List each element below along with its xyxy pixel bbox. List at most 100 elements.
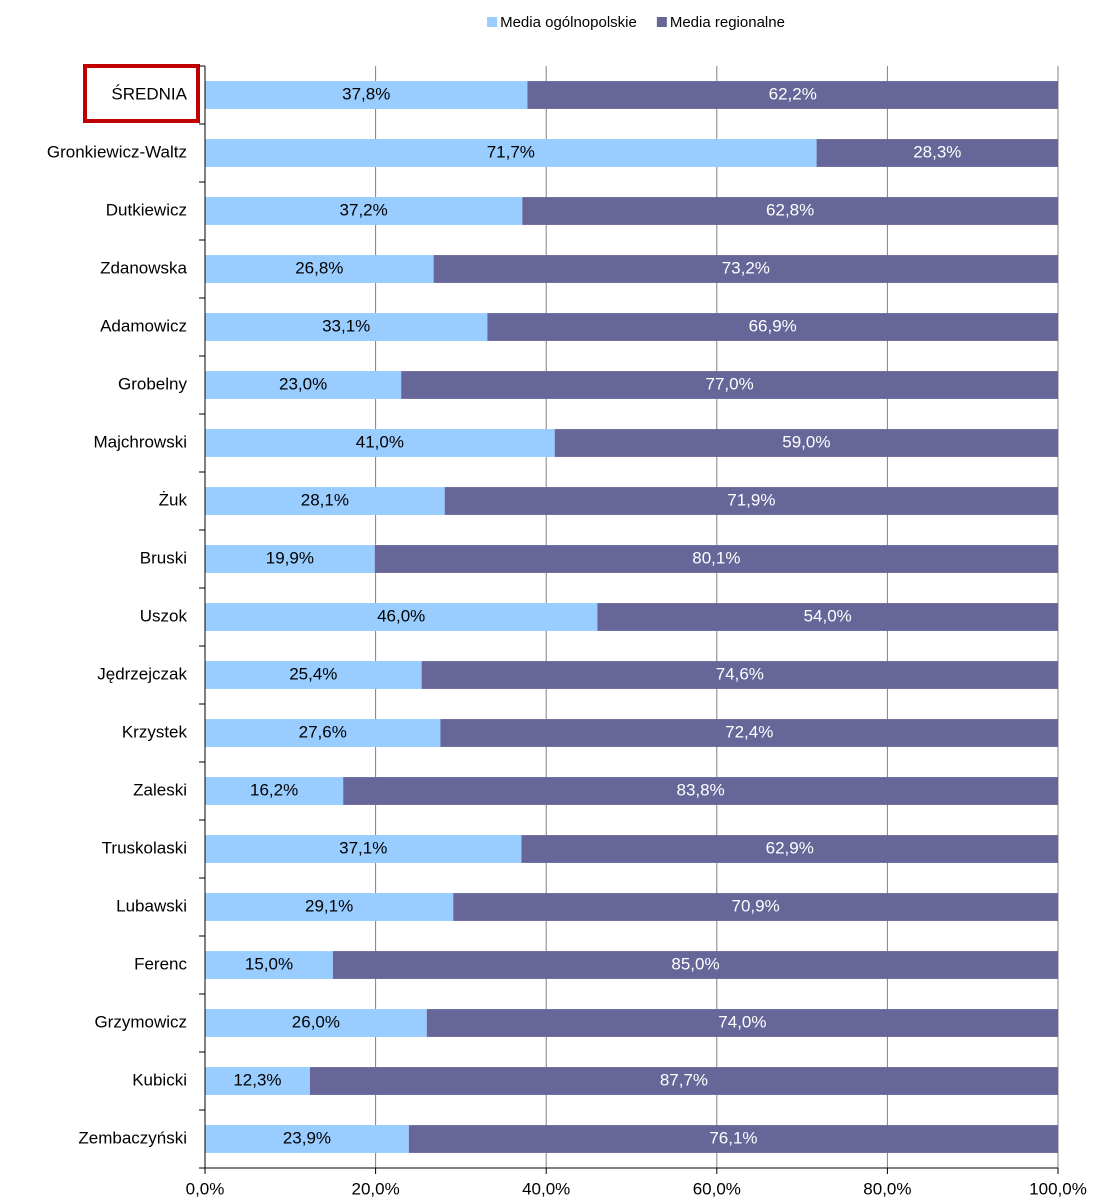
bar bbox=[309, 1067, 1058, 1095]
bar bbox=[205, 603, 598, 631]
y-tick-label: Grzymowicz bbox=[94, 1012, 187, 1031]
x-tick-label: 20,0% bbox=[351, 1179, 399, 1198]
y-tick-label: Uszok bbox=[140, 606, 188, 625]
bar bbox=[554, 429, 1058, 457]
data-label: 37,2% bbox=[340, 200, 388, 219]
x-tick-label: 0,0% bbox=[186, 1179, 225, 1198]
data-label: 62,2% bbox=[769, 84, 817, 103]
y-tick-label: Dutkiewicz bbox=[106, 200, 187, 219]
bar bbox=[521, 835, 1058, 863]
y-tick-label: Adamowicz bbox=[100, 316, 187, 335]
bar bbox=[433, 255, 1058, 283]
bar bbox=[440, 719, 1059, 747]
x-tick-label: 80,0% bbox=[863, 1179, 911, 1198]
data-label: 59,0% bbox=[782, 432, 830, 451]
y-tick-label: Krzystek bbox=[122, 722, 188, 741]
bar bbox=[205, 139, 817, 167]
data-label: 83,8% bbox=[676, 780, 724, 799]
data-label: 62,8% bbox=[766, 200, 814, 219]
legend-swatch bbox=[656, 17, 667, 27]
legend-swatch bbox=[487, 17, 498, 27]
data-label: 27,6% bbox=[299, 722, 347, 741]
y-tick-label: Majchrowski bbox=[93, 432, 187, 451]
data-label: 80,1% bbox=[692, 548, 740, 567]
bar bbox=[527, 81, 1058, 109]
y-tick-label: Bruski bbox=[140, 548, 187, 567]
bar bbox=[205, 487, 445, 515]
data-label: 28,3% bbox=[913, 142, 961, 161]
y-tick-label: Truskolaski bbox=[102, 838, 187, 857]
highlight-box bbox=[83, 64, 200, 123]
x-tick-label: 40,0% bbox=[522, 1179, 570, 1198]
data-label: 73,2% bbox=[722, 258, 770, 277]
bar bbox=[205, 1067, 310, 1095]
bar bbox=[205, 893, 454, 921]
data-label: 19,9% bbox=[266, 548, 314, 567]
y-tick-label: Zdanowska bbox=[100, 258, 187, 277]
bar bbox=[205, 719, 441, 747]
bar bbox=[205, 1009, 427, 1037]
bar bbox=[522, 197, 1058, 225]
data-label: 62,9% bbox=[766, 838, 814, 857]
bar bbox=[597, 603, 1058, 631]
bar bbox=[444, 487, 1058, 515]
bar bbox=[401, 371, 1058, 399]
bar bbox=[205, 313, 488, 341]
bar bbox=[453, 893, 1058, 921]
bar bbox=[205, 197, 523, 225]
data-label: 26,0% bbox=[292, 1012, 340, 1031]
data-label: 16,2% bbox=[250, 780, 298, 799]
bar bbox=[205, 371, 402, 399]
data-label: 66,9% bbox=[749, 316, 797, 335]
bar bbox=[205, 951, 333, 979]
data-label: 12,3% bbox=[233, 1070, 281, 1089]
data-label: 28,1% bbox=[301, 490, 349, 509]
bar bbox=[205, 661, 422, 689]
data-label: 70,9% bbox=[732, 896, 780, 915]
x-tick-label: 60,0% bbox=[693, 1179, 741, 1198]
data-label: 33,1% bbox=[322, 316, 370, 335]
bar bbox=[816, 139, 1058, 167]
data-label: 15,0% bbox=[245, 954, 293, 973]
y-tick-label: Gronkiewicz-Waltz bbox=[47, 142, 187, 161]
bar bbox=[205, 1125, 409, 1153]
bar bbox=[343, 777, 1058, 805]
y-tick-label: Lubawski bbox=[116, 896, 187, 915]
y-tick-label: Zaleski bbox=[133, 780, 187, 799]
data-label: 29,1% bbox=[305, 896, 353, 915]
data-label: 71,9% bbox=[727, 490, 775, 509]
legend-label: Media regionalne bbox=[670, 14, 785, 31]
legend-label: Media ogólnopolskie bbox=[500, 14, 637, 31]
data-label: 37,1% bbox=[339, 838, 387, 857]
bar bbox=[205, 777, 344, 805]
bar bbox=[374, 545, 1058, 573]
data-label: 85,0% bbox=[671, 954, 719, 973]
bar bbox=[332, 951, 1058, 979]
data-label: 26,8% bbox=[295, 258, 343, 277]
data-label: 37,8% bbox=[342, 84, 390, 103]
data-label: 23,0% bbox=[279, 374, 327, 393]
data-label: 74,6% bbox=[716, 664, 764, 683]
data-label: 46,0% bbox=[377, 606, 425, 625]
bar bbox=[205, 81, 528, 109]
data-label: 76,1% bbox=[709, 1128, 757, 1147]
bar bbox=[205, 835, 522, 863]
data-label: 54,0% bbox=[804, 606, 852, 625]
bar bbox=[408, 1125, 1058, 1153]
data-label: 72,4% bbox=[725, 722, 773, 741]
y-tick-label: Jędrzejczak bbox=[97, 664, 187, 683]
y-tick-label: ŚREDNIA bbox=[111, 84, 187, 103]
bar bbox=[205, 429, 555, 457]
bar bbox=[205, 545, 375, 573]
y-tick-label: Zembaczyński bbox=[78, 1128, 187, 1147]
data-label: 41,0% bbox=[356, 432, 404, 451]
bar bbox=[487, 313, 1058, 341]
bar bbox=[421, 661, 1058, 689]
y-tick-label: Żuk bbox=[159, 490, 188, 509]
bar bbox=[426, 1009, 1058, 1037]
data-label: 25,4% bbox=[289, 664, 337, 683]
data-label: 74,0% bbox=[718, 1012, 766, 1031]
data-label: 77,0% bbox=[705, 374, 753, 393]
bar bbox=[205, 255, 434, 283]
